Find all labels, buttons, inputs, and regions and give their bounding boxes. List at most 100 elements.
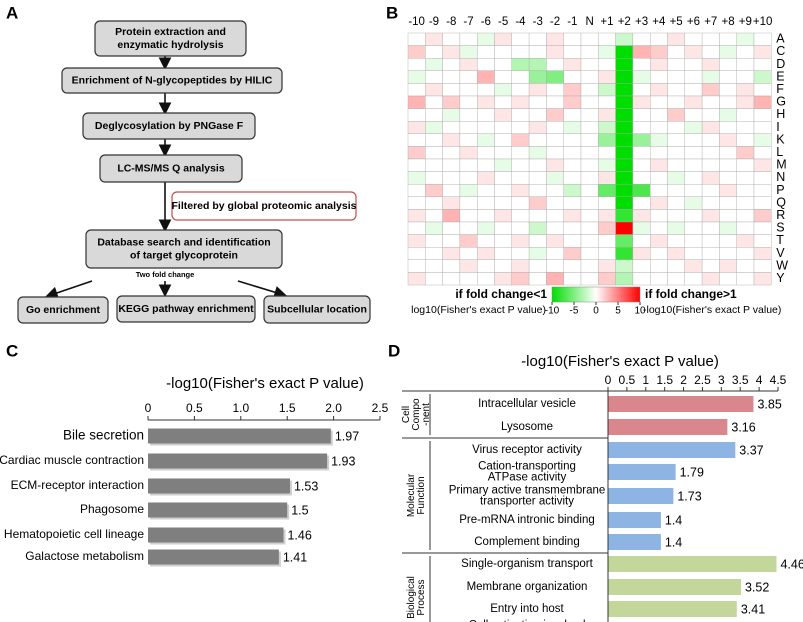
heatmap-cell [580, 221, 599, 235]
flow-box [116, 295, 256, 323]
heatmap-cell [667, 95, 685, 109]
heatmap-cell [684, 83, 703, 97]
heatmap-cell [407, 259, 426, 273]
heatmap-cell [477, 196, 495, 210]
heatmap-cell [407, 45, 426, 59]
row-label: G [776, 95, 786, 109]
heatmap-cell [477, 146, 495, 160]
row-label: W [776, 258, 788, 272]
heatmap-cell [459, 32, 478, 46]
heatmap-cell [563, 209, 582, 223]
heatmap-cell [425, 209, 443, 223]
heatmap-cell [477, 70, 495, 84]
heatmap-cell [684, 70, 703, 84]
heatmap-cell [684, 183, 703, 197]
x-tick-label: 1.5 [656, 373, 673, 387]
category-label: Cardiac muscle contraction [0, 453, 144, 467]
heatmap-cell [719, 83, 737, 97]
category-label: Phagosome [80, 502, 144, 516]
x-tick-label: 1 [642, 373, 649, 387]
column-label: +8 [721, 16, 734, 28]
bar [148, 428, 331, 444]
heatmap-cell [546, 58, 564, 72]
heatmap-cell [494, 183, 512, 197]
group-label-line: Function [416, 476, 427, 514]
heatmap-cell [667, 133, 685, 147]
heatmap-cell [528, 259, 547, 273]
heatmap-cell [615, 246, 634, 260]
heatmap-cell [546, 246, 564, 260]
heatmap-cell [736, 70, 755, 84]
heatmap-cell [615, 183, 634, 197]
heatmap-cell [459, 272, 478, 286]
heatmap-cell [615, 45, 634, 59]
heatmap-cell [546, 171, 564, 185]
arrow [237, 280, 288, 299]
colorbar-tick-label: -10 [545, 306, 560, 317]
heatmap-cell [528, 183, 547, 197]
heatmap-cell [650, 32, 668, 46]
heatmap-cell [580, 70, 599, 84]
heatmap-cell [736, 158, 755, 172]
heatmap-cell [407, 120, 426, 134]
flow-label: Deglycosylation by PNGase F [95, 120, 244, 132]
heatmap-cell [598, 120, 616, 134]
heatmap-cell [580, 196, 599, 210]
heatmap-cell [494, 58, 512, 72]
column-label: -6 [481, 16, 491, 28]
heatmap-cell [563, 45, 582, 59]
heatmap-cell [650, 95, 668, 109]
x-tick-label: 2 [680, 373, 687, 387]
heatmap-cell [563, 171, 582, 185]
row-label: S [776, 221, 784, 235]
heatmap-cell [511, 158, 530, 172]
heatmap-cell [753, 196, 772, 210]
heatmap-cell [650, 158, 668, 172]
heatmap-cell [650, 234, 668, 248]
heatmap-cell [494, 246, 512, 260]
category-label: Pre-mRNA intronic binding [459, 514, 595, 526]
value-label: 3.41 [741, 602, 765, 616]
heatmap-cell [736, 133, 755, 147]
heatmap-cell [701, 32, 720, 46]
heatmap-cell [407, 196, 426, 210]
category-label: Virus receptor activity [472, 444, 582, 456]
heatmap-cell [753, 70, 772, 84]
flow-label-line: Enrichment of N-glycopeptides by HILIC [72, 74, 273, 86]
heatmap-cell [459, 108, 478, 122]
heatmap-cell [719, 221, 737, 235]
heatmap-cell [477, 246, 495, 260]
heatmap-cell [494, 133, 512, 147]
heatmap-cell [753, 183, 772, 197]
flow-label-line: KEGG pathway enrichment [118, 303, 254, 315]
heatmap-cell [736, 108, 755, 122]
heatmap-cell [563, 272, 582, 286]
row-label: Q [776, 195, 786, 209]
heatmap-cell [753, 95, 772, 109]
heatmap-cell [477, 120, 495, 134]
heatmap-cell [753, 120, 772, 134]
heatmap-cell [701, 70, 720, 84]
heatmap-cell [684, 196, 703, 210]
column-label: +9 [739, 16, 752, 28]
heatmap-cell [580, 272, 599, 286]
heatmap-cell [667, 246, 685, 260]
flow-box [61, 67, 283, 94]
heatmap-cell [719, 108, 737, 122]
x-tick-label: 2.0 [325, 401, 342, 415]
heatmap-cell [494, 108, 512, 122]
heatmap-cell [425, 70, 443, 84]
heatmap-cell [425, 133, 443, 147]
heatmap-cell [701, 209, 720, 223]
heatmap-cell [425, 32, 443, 46]
bar [148, 527, 284, 543]
heatmap-cell [615, 133, 634, 147]
column-label: +1 [600, 16, 613, 28]
heatmap-cell [615, 234, 634, 248]
heatmap-cell [701, 272, 720, 286]
heatmap-cell [650, 259, 668, 273]
colorbar [551, 286, 641, 303]
heatmap-cell [511, 58, 530, 72]
colorbar-title: -log10(Fisher's exact P value) [643, 304, 781, 316]
heatmap-cell [632, 95, 651, 109]
